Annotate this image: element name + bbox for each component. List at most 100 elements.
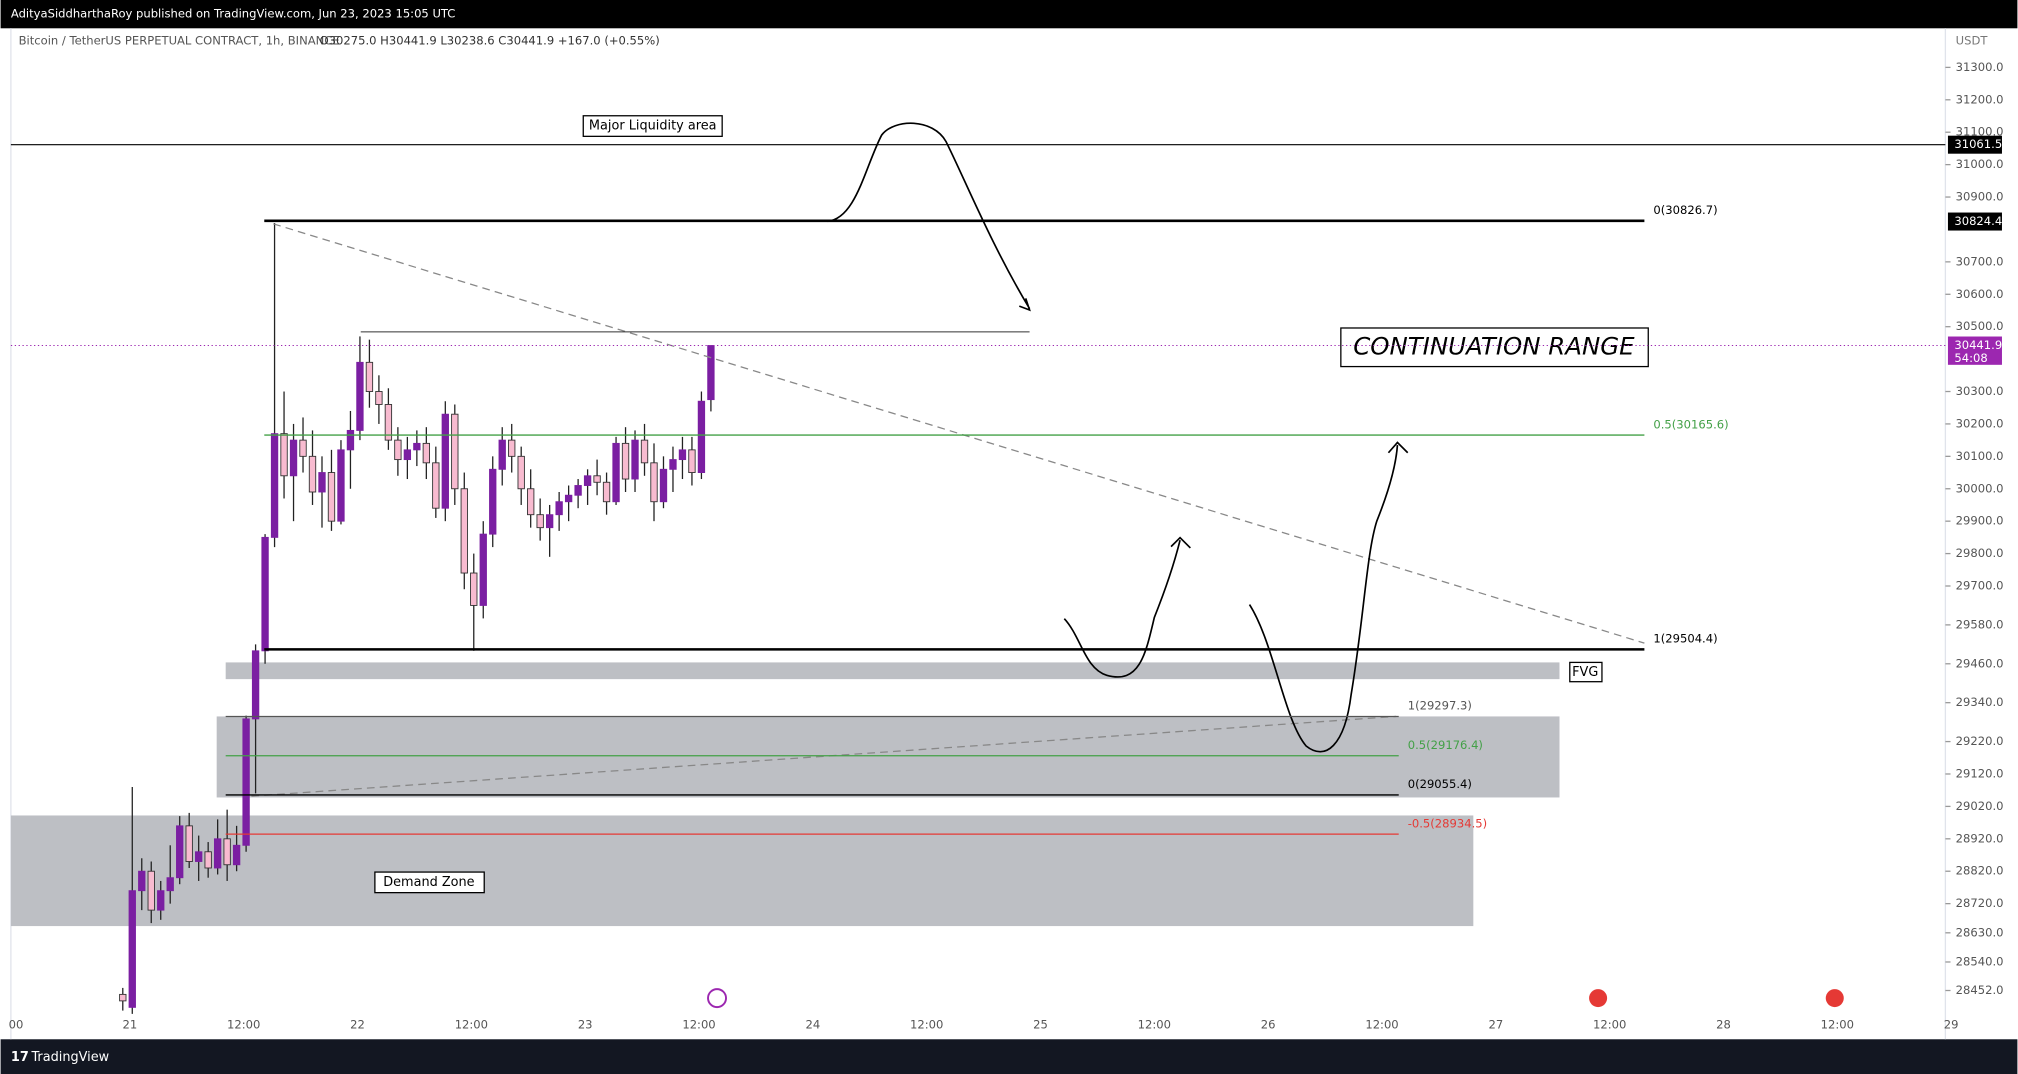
top-bar xyxy=(0,0,2018,29)
candle-body xyxy=(545,514,554,529)
y-tick-label: 28920.0 xyxy=(1956,831,2004,845)
y-tick-label: 29460.0 xyxy=(1956,656,2004,670)
candle-body xyxy=(498,439,506,470)
candle-body xyxy=(441,413,449,509)
ohlc: O30275.0 H30441.9 L30238.6 C30441.9 +167… xyxy=(320,34,660,48)
currency: USDT xyxy=(1956,34,1989,48)
y-tick-label: 29800.0 xyxy=(1956,546,2004,560)
x-tick-label: 28 xyxy=(1716,1018,1731,1032)
candle-body xyxy=(517,455,525,490)
fvg-zone-2 xyxy=(216,716,1560,798)
y-tick-label: 28820.0 xyxy=(1956,864,2004,878)
candle-body xyxy=(327,472,336,522)
y-tick-label: 30500.0 xyxy=(1956,319,2004,333)
candle-body xyxy=(365,361,374,392)
x-tick-label: 12:00 xyxy=(455,1018,488,1032)
price-flag-label: 30441.9 xyxy=(1954,338,2002,352)
label-box xyxy=(1569,661,1603,683)
label-box xyxy=(1340,327,1649,368)
candle-body xyxy=(432,462,440,509)
candle-body xyxy=(460,488,468,574)
x-tick-label: 25 xyxy=(1033,1018,1048,1032)
fvg-zone xyxy=(225,662,1560,680)
candle-body xyxy=(413,442,421,451)
candle-body xyxy=(195,851,203,862)
candle-body xyxy=(564,494,573,503)
candle-body xyxy=(640,439,649,464)
y-tick-label: 28452.0 xyxy=(1956,983,2004,997)
x-tick-label: 22 xyxy=(350,1018,365,1032)
fib-label: 1(29504.4) xyxy=(1653,632,1717,646)
candle-body xyxy=(213,838,222,869)
y-tick-label: 31200.0 xyxy=(1956,92,2004,106)
y-tick-label: 28540.0 xyxy=(1956,954,2004,968)
logo-icon: 17 xyxy=(11,1050,29,1065)
range-label: CONTINUATION RANGE xyxy=(1353,331,1635,360)
label-box xyxy=(582,115,723,137)
candle-body xyxy=(470,572,478,606)
candle-body xyxy=(659,468,668,503)
fib-label: 0(29055.4) xyxy=(1408,777,1472,791)
y-tick-label: 28720.0 xyxy=(1956,896,2004,910)
published-text: AdityaSiddharthaRoy published on Trading… xyxy=(11,7,456,21)
candle-body xyxy=(242,718,250,846)
candle-body xyxy=(602,481,611,503)
fvg-label: FVG xyxy=(1572,665,1598,680)
candle-body xyxy=(232,844,241,866)
candle-body xyxy=(451,413,459,490)
candle-body xyxy=(223,838,231,866)
event-icon[interactable] xyxy=(1589,989,1608,1008)
fib-label: 0(30826.7) xyxy=(1653,203,1717,217)
x-tick-label: 12:00 xyxy=(910,1018,943,1032)
y-tick-label: 29220.0 xyxy=(1956,734,2004,748)
candle-body xyxy=(375,391,383,405)
y-tick-label: 28630.0 xyxy=(1956,925,2004,939)
candle-body xyxy=(157,890,165,911)
y-tick-label: 29340.0 xyxy=(1956,695,2004,709)
price-flag-label: 31061.5 xyxy=(1954,137,2002,151)
y-tick-label: 29120.0 xyxy=(1956,766,2004,780)
candle-body xyxy=(280,433,288,477)
candle-body xyxy=(621,442,630,480)
candle-body xyxy=(270,433,279,538)
candle-body xyxy=(678,449,687,461)
candle-body xyxy=(384,404,393,441)
y-tick-label: 30700.0 xyxy=(1956,254,2004,268)
bottom-bar xyxy=(0,1039,2018,1074)
fib-label: -0.5(28934.5) xyxy=(1408,816,1487,830)
candle-body xyxy=(593,475,601,483)
price-flag xyxy=(1947,336,2002,365)
demand-label: Demand Zone xyxy=(383,875,474,890)
event-icon[interactable] xyxy=(1825,989,1844,1008)
candle-body xyxy=(479,533,487,606)
candle-body xyxy=(707,345,715,401)
fib-label: 0.5(30165.6) xyxy=(1653,417,1728,431)
y-tick-label: 30600.0 xyxy=(1956,287,2004,301)
x-tick-label: 24 xyxy=(805,1018,820,1032)
candle-body xyxy=(394,439,402,461)
x-tick-label: 27 xyxy=(1488,1018,1503,1032)
symbol: Bitcoin / TetherUS PERPETUAL CONTRACT, 1… xyxy=(19,34,340,48)
x-tick-label: 26 xyxy=(1261,1018,1276,1032)
candle-body xyxy=(299,439,307,457)
candle-body xyxy=(138,870,146,892)
candle-body xyxy=(318,472,326,493)
y-tick-label: 29580.0 xyxy=(1956,617,2004,631)
candle-body xyxy=(119,993,127,1002)
candle-body xyxy=(574,485,582,496)
candle-body xyxy=(650,462,658,503)
y-tick-label: 30000.0 xyxy=(1956,481,2004,495)
y-tick-label: 30300.0 xyxy=(1956,384,2004,398)
candle-body xyxy=(508,439,516,457)
candle-body xyxy=(166,877,174,892)
x-tick-label: 29 xyxy=(1944,1018,1959,1032)
fib-label: 0.5(29176.4) xyxy=(1408,738,1483,752)
event-icon[interactable] xyxy=(707,988,727,1009)
candle-body xyxy=(422,442,431,464)
candle-body xyxy=(489,468,497,535)
y-tick-label: 29020.0 xyxy=(1956,799,2004,813)
candle-body xyxy=(631,439,639,480)
y-tick-label: 31300.0 xyxy=(1956,60,2004,74)
drawn-arrow xyxy=(1063,536,1191,678)
